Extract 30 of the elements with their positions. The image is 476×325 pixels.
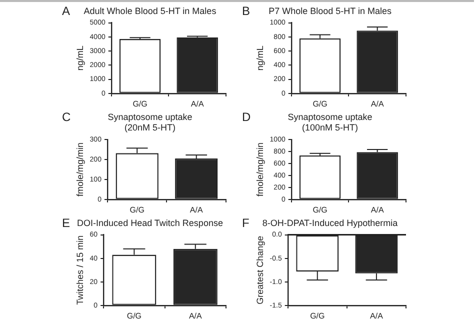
text: E: [62, 216, 70, 230]
y-axis-title: fmole/mg/min: [74, 142, 85, 197]
chart-title: DOI-Induced Head Twitch Response: [77, 218, 223, 228]
y-axis-title: Twitches / 15 min: [74, 235, 85, 305]
x-tick-label: G/G: [312, 205, 328, 214]
x-tick-label: A/A: [370, 99, 384, 108]
y-axis-title: ng/mL: [254, 46, 265, 71]
text: C: [62, 110, 71, 124]
x-tick-label: G/G: [126, 311, 142, 320]
y-axis-title: ng/mL: [74, 46, 85, 71]
x-tick-label: A/A: [188, 311, 202, 320]
chart-title: P7 Whole Blood 5-HT in Males: [268, 6, 392, 16]
y-axis-title: Greatest Change: [254, 236, 265, 304]
text: B: [242, 4, 250, 18]
x-tick-label: A/A: [190, 99, 204, 108]
x-tick-label: G/G: [132, 99, 148, 108]
text: A: [62, 4, 70, 18]
x-tick-label: A/A: [370, 311, 384, 320]
chart-title: 8-OH-DPAT-Induced Hypothermia: [262, 218, 398, 228]
text: D: [242, 110, 251, 124]
chart-title: Adult Whole Blood 5-HT in Males: [84, 6, 217, 16]
x-tick-label: A/A: [190, 205, 204, 214]
chart-title: Synaptosome uptake (20nM 5-HT): [108, 112, 192, 133]
y-axis-title: fmole/mg/min: [254, 142, 265, 197]
x-tick-label: A/A: [370, 205, 384, 214]
text: F: [242, 216, 250, 230]
chart-title: Synaptosome uptake (100nM 5-HT): [288, 112, 372, 133]
x-tick-label: G/G: [130, 205, 144, 214]
x-tick-label: G/G: [312, 99, 328, 108]
x-tick-label: G/G: [310, 311, 325, 320]
